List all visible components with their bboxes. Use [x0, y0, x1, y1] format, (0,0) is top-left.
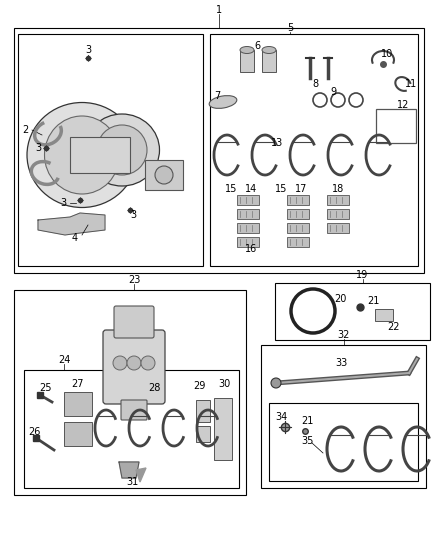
- Text: 32: 32: [337, 330, 350, 340]
- Text: 19: 19: [357, 270, 369, 280]
- Bar: [64, 392, 92, 416]
- Ellipse shape: [27, 102, 137, 207]
- Text: 24: 24: [58, 355, 70, 365]
- Bar: [210, 34, 418, 266]
- Text: 35: 35: [301, 436, 313, 446]
- Text: 6: 6: [254, 41, 260, 51]
- Text: 34: 34: [275, 412, 287, 422]
- Bar: [14, 28, 424, 273]
- Text: 3: 3: [60, 198, 66, 208]
- Bar: [64, 422, 92, 446]
- Text: 16: 16: [245, 244, 257, 254]
- Polygon shape: [38, 213, 105, 235]
- FancyBboxPatch shape: [121, 400, 147, 420]
- Text: 29: 29: [193, 381, 205, 391]
- Bar: [14, 290, 246, 495]
- Text: 12: 12: [397, 100, 409, 110]
- Bar: [237, 195, 259, 205]
- Polygon shape: [136, 468, 146, 482]
- Text: 3: 3: [85, 45, 91, 55]
- Text: 14: 14: [245, 184, 257, 194]
- FancyBboxPatch shape: [114, 306, 154, 338]
- Text: 11: 11: [405, 79, 417, 89]
- Ellipse shape: [262, 46, 276, 53]
- Bar: [262, 50, 276, 72]
- Bar: [24, 370, 239, 488]
- Ellipse shape: [45, 116, 120, 194]
- Text: 20: 20: [334, 294, 346, 304]
- Text: 23: 23: [128, 275, 140, 285]
- Text: 5: 5: [287, 23, 293, 33]
- Bar: [237, 209, 259, 219]
- Text: 4: 4: [72, 233, 78, 243]
- Bar: [327, 209, 349, 219]
- Text: 9: 9: [330, 87, 336, 97]
- Text: 3: 3: [130, 210, 136, 220]
- Text: 25: 25: [40, 383, 52, 393]
- Bar: [287, 223, 309, 233]
- Text: 13: 13: [271, 138, 283, 148]
- Bar: [327, 195, 349, 205]
- Text: 33: 33: [335, 358, 347, 368]
- Text: 3: 3: [35, 143, 41, 153]
- Text: 8: 8: [312, 79, 318, 89]
- Text: 22: 22: [387, 322, 399, 332]
- Bar: [70, 137, 130, 173]
- Bar: [18, 34, 203, 266]
- Text: 31: 31: [126, 477, 138, 487]
- Bar: [269, 403, 418, 481]
- Bar: [327, 223, 349, 233]
- Bar: [261, 345, 426, 488]
- Circle shape: [271, 378, 281, 388]
- Ellipse shape: [155, 166, 173, 184]
- Text: 28: 28: [148, 383, 160, 393]
- Bar: [287, 195, 309, 205]
- Text: 18: 18: [332, 184, 344, 194]
- Circle shape: [127, 356, 141, 370]
- Bar: [275, 283, 430, 340]
- Ellipse shape: [85, 114, 159, 186]
- Bar: [240, 50, 254, 72]
- Text: 27: 27: [72, 379, 84, 389]
- Bar: [196, 426, 210, 442]
- Text: 7: 7: [214, 91, 220, 101]
- Ellipse shape: [97, 125, 147, 175]
- Circle shape: [113, 356, 127, 370]
- Bar: [214, 398, 232, 460]
- Text: 21: 21: [367, 296, 379, 306]
- Text: 21: 21: [301, 416, 313, 426]
- Bar: [237, 223, 259, 233]
- Polygon shape: [119, 462, 139, 478]
- Bar: [287, 237, 309, 247]
- Circle shape: [141, 356, 155, 370]
- Bar: [287, 209, 309, 219]
- Bar: [196, 400, 210, 422]
- Ellipse shape: [209, 95, 237, 108]
- Ellipse shape: [240, 46, 254, 53]
- Text: 2: 2: [22, 125, 28, 135]
- FancyBboxPatch shape: [103, 330, 165, 404]
- Text: 1: 1: [216, 5, 222, 15]
- Text: 15: 15: [275, 184, 287, 194]
- Text: 30: 30: [218, 379, 230, 389]
- Text: 26: 26: [28, 427, 40, 437]
- Text: 17: 17: [295, 184, 307, 194]
- Text: 10: 10: [381, 49, 393, 59]
- Bar: [375, 309, 393, 321]
- Text: 15: 15: [225, 184, 237, 194]
- Bar: [237, 237, 259, 247]
- Bar: [145, 160, 183, 190]
